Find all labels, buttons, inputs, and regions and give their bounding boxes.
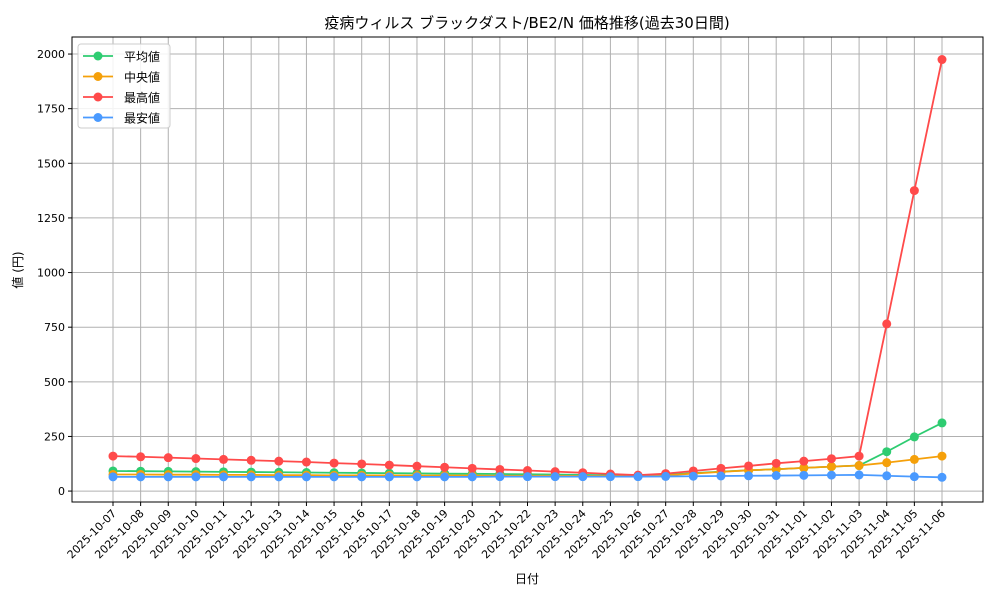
data-point [716,471,726,481]
data-point [219,472,229,482]
legend-marker [93,92,103,102]
legend-marker [93,72,103,81]
legend-label: 中央値 [124,70,160,85]
data-point [274,456,284,466]
grid [72,37,983,502]
legend-box [77,43,171,129]
data-point [440,462,450,472]
data-point [191,454,201,464]
legend-label: 最安値 [124,111,160,126]
y-tick-label: 2000 [37,48,65,61]
data-point [826,454,836,464]
data-point [771,458,781,468]
data-point [357,459,367,469]
data-point [246,472,256,482]
legend-label: 平均値 [124,49,160,64]
data-point [219,454,229,464]
data-point [799,456,809,466]
axes: 0250500750100012501500175020002025-10-07… [37,48,948,561]
data-point [412,472,422,482]
data-point [246,455,256,465]
data-point [357,472,367,482]
data-point [108,451,118,461]
y-tick-label: 500 [44,376,65,389]
data-point [882,447,892,457]
data-point [744,471,754,481]
legend-marker [93,51,103,61]
data-point [495,464,505,474]
data-point [771,471,781,481]
data-point [136,472,146,482]
data-point [909,432,919,442]
data-point [882,319,892,329]
chart-title: 疫病ウィルス ブラックダスト/BE2/N 価格推移(過去30日間) [324,14,729,32]
data-point [909,454,919,464]
data-point [937,418,947,428]
data-point [688,471,698,481]
y-tick-label: 1500 [37,157,65,170]
data-point [440,472,450,482]
data-point [163,472,173,482]
data-point [661,471,671,481]
data-point [909,186,919,196]
data-point [412,461,422,471]
y-tick-label: 250 [44,430,65,443]
data-point [467,463,477,473]
data-point [384,472,394,482]
legend-label: 最高値 [124,90,160,105]
legend-marker [93,113,103,122]
data-point [826,462,836,472]
data-point [633,472,643,482]
y-tick-label: 1750 [37,103,65,116]
data-point [578,472,588,482]
data-point [550,472,560,482]
data-point [826,470,836,480]
data-point [909,472,919,482]
data-point [937,472,947,482]
data-point [163,453,173,463]
data-point [854,461,864,471]
data-point [274,472,284,482]
data-point [854,470,864,480]
data-point [744,461,754,471]
data-point [384,460,394,470]
data-point [301,457,311,467]
data-point [882,458,892,468]
data-point [301,472,311,482]
data-point [937,451,947,461]
y-tick-label: 1250 [37,212,65,225]
y-tick-label: 1000 [37,267,65,280]
data-point [329,472,339,482]
data-point [136,452,146,462]
data-point [882,471,892,481]
y-tick-label: 0 [58,485,65,498]
data-point [523,472,532,482]
data-point [799,470,809,480]
data-point [191,472,201,482]
data-point [854,451,864,461]
x-axis-label: 日付 [515,572,539,586]
y-tick-label: 750 [44,321,65,334]
y-axis-label: 値 (円) [10,251,25,288]
data-point [937,55,947,65]
data-point [799,463,809,473]
data-point [495,472,505,482]
data-point [108,472,118,482]
data-point [329,458,339,468]
data-point [605,472,615,482]
series-lines [108,55,947,482]
data-point [716,463,726,473]
data-point [467,472,477,482]
